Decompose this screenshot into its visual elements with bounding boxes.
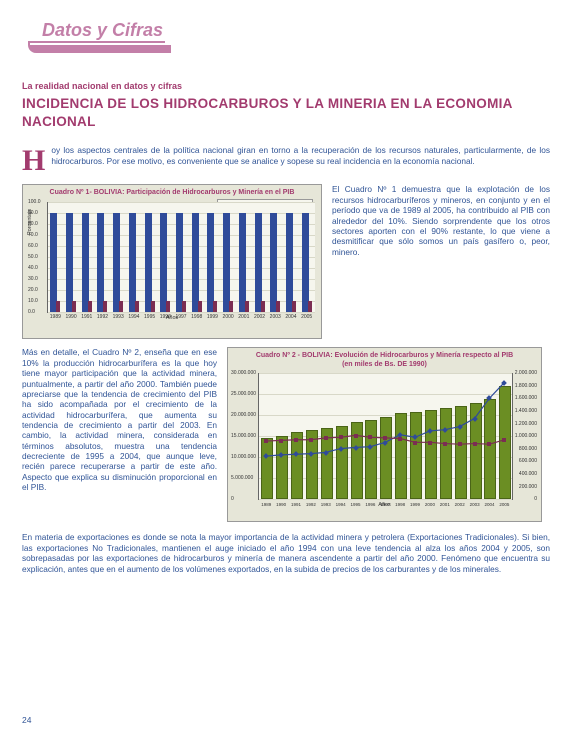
chart-1: Cuadro Nº 1- BOLIVIA: Participación de H… xyxy=(22,184,322,339)
subtitle: La realidad nacional en datos y cifras xyxy=(22,81,550,91)
header-brand: Datos y Cifras xyxy=(42,20,550,41)
row-2: Más en detalle, el Cuadro Nº 2, enseña q… xyxy=(22,347,550,522)
header-band: Datos y Cifras xyxy=(22,20,550,53)
side-text-1: El Cuadro Nº 1 demuestra que la explotac… xyxy=(332,184,550,339)
page-title: INCIDENCIA DE LOS HIDROCARBUROS Y LA MIN… xyxy=(22,95,550,131)
chart-1-plot: 0.010.020.030.040.050.060.070.080.090.01… xyxy=(47,202,315,313)
intro-text: oy los aspectos centrales de la política… xyxy=(51,145,550,174)
side-text-2: Más en detalle, el Cuadro Nº 2, enseña q… xyxy=(22,347,217,522)
header-underline xyxy=(28,41,165,53)
chart-1-title: Cuadro Nº 1- BOLIVIA: Participación de H… xyxy=(23,185,321,199)
page: Datos y Cifras La realidad nacional en d… xyxy=(0,0,572,733)
chart-2-title: Cuadro Nº 2 - BOLIVIA: Evolución de Hidr… xyxy=(228,348,541,371)
dropcap: H xyxy=(22,145,45,174)
chart-2-subtitle: (en miles de Bs. DE 1990) xyxy=(342,361,427,368)
page-number: 24 xyxy=(22,715,31,725)
chart-2-plot: 05.000.00010.000.00015.000.00020.000.000… xyxy=(258,373,513,500)
chart-2-title-main: Cuadro Nº 2 - BOLIVIA: Evolución de Hidr… xyxy=(256,352,513,359)
bottom-text: En materia de exportaciones es donde se … xyxy=(22,532,550,573)
chart-2: Cuadro Nº 2 - BOLIVIA: Evolución de Hidr… xyxy=(227,347,542,522)
row-1: Cuadro Nº 1- BOLIVIA: Participación de H… xyxy=(22,184,550,339)
intro-row: H oy los aspectos centrales de la políti… xyxy=(22,145,550,174)
